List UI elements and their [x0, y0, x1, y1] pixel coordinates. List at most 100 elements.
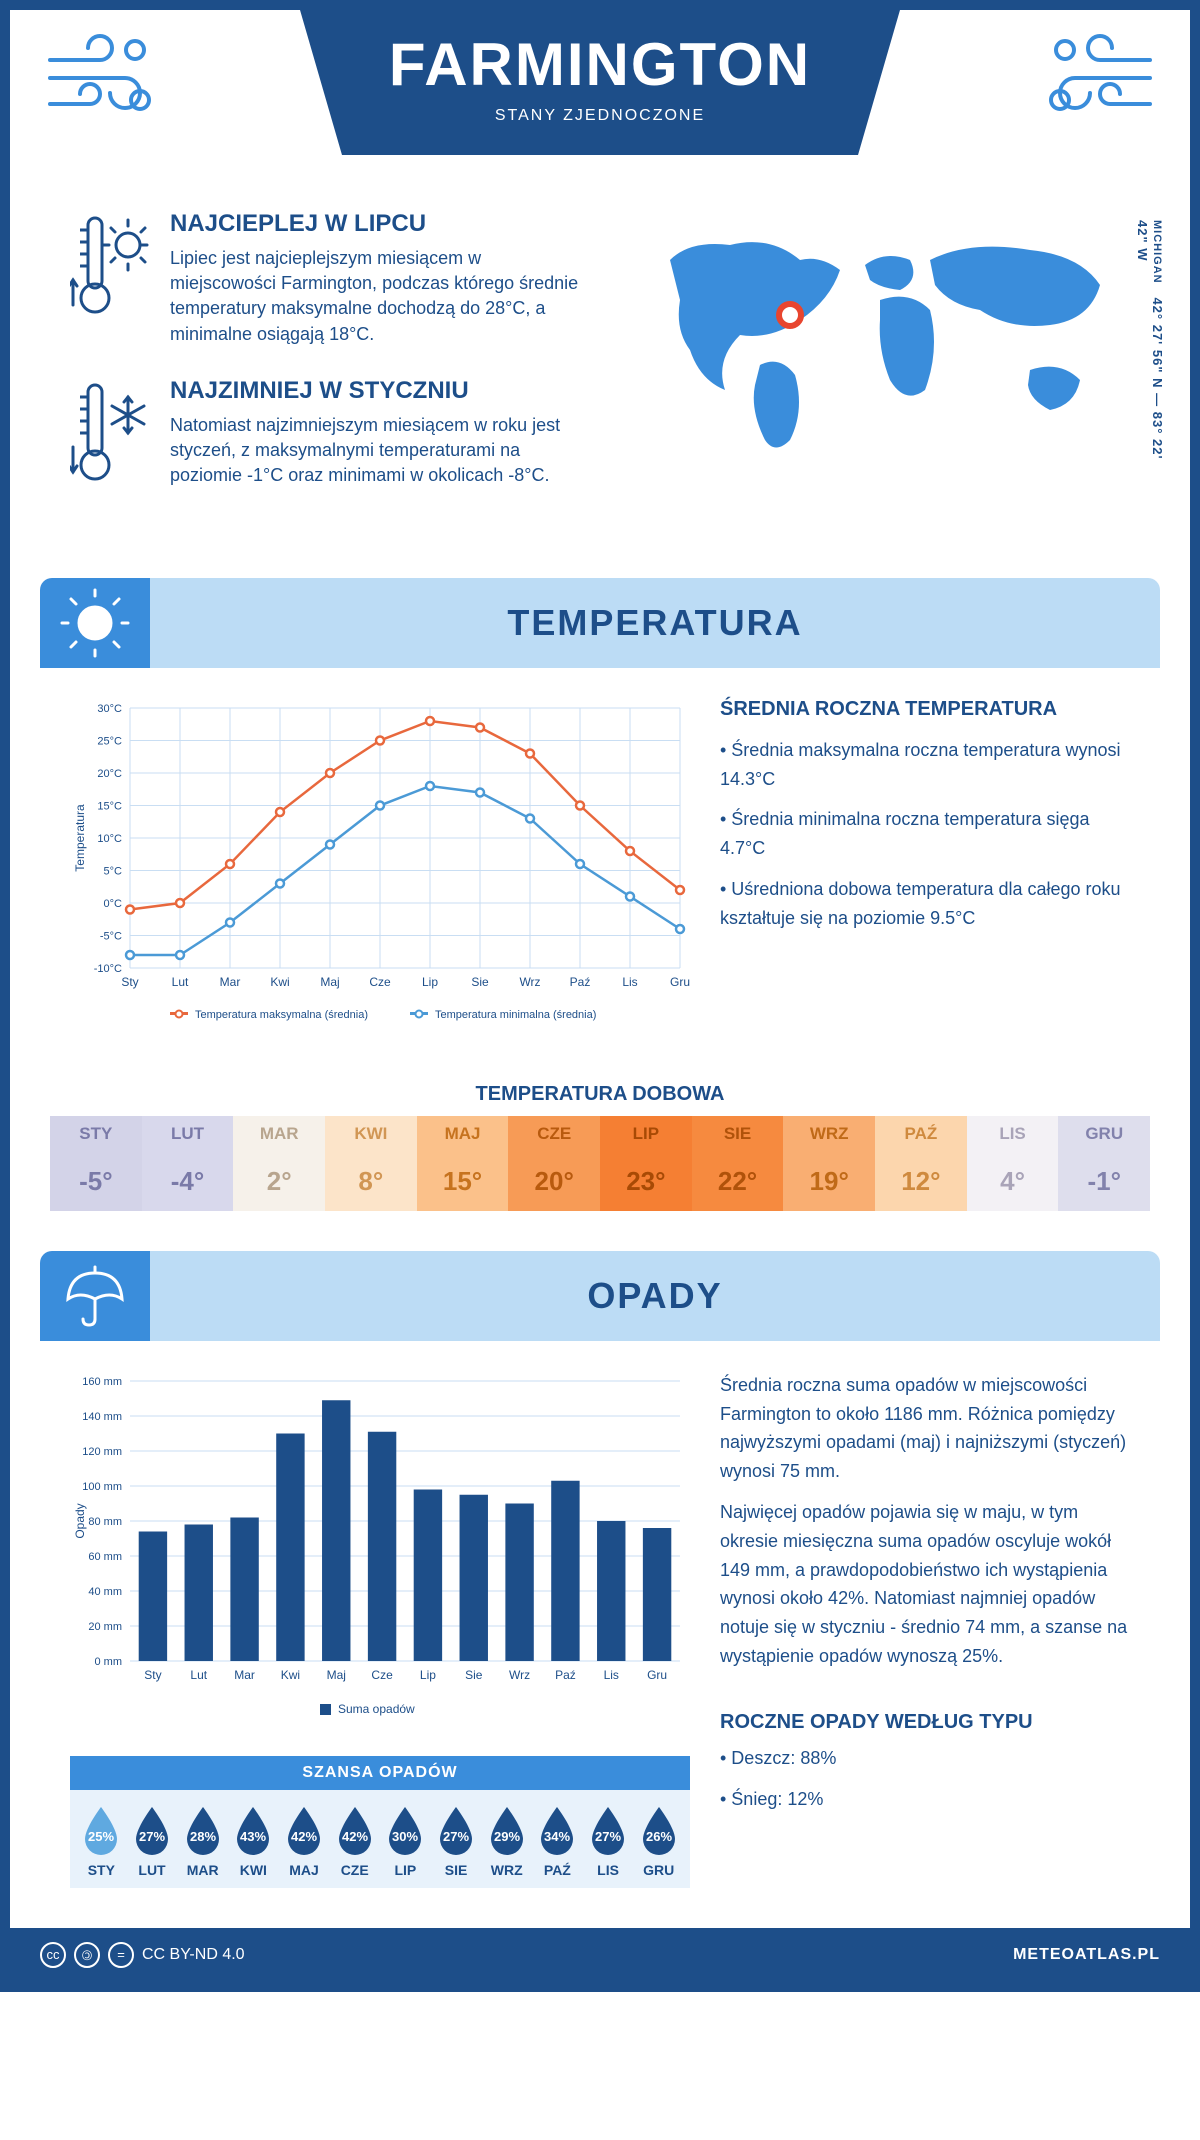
chance-cell: 27%LIS	[583, 1804, 634, 1878]
title-banner: FARMINGTON STANY ZJEDNOCZONE	[300, 10, 900, 155]
daily-cell: LIP23°	[600, 1116, 692, 1211]
precip-snow: • Śnieg: 12%	[720, 1785, 1130, 1814]
svg-text:Opady: Opady	[73, 1503, 87, 1538]
svg-text:Mar: Mar	[220, 975, 241, 989]
temperature-content: -10°C-5°C0°C5°C10°C15°C20°C25°C30°CTempe…	[10, 668, 1190, 1073]
svg-text:Mar: Mar	[234, 1668, 255, 1682]
svg-text:Cze: Cze	[371, 1668, 393, 1682]
license: cc 🄯 = CC BY-ND 4.0	[40, 1942, 245, 1968]
svg-text:80 mm: 80 mm	[88, 1516, 122, 1528]
chance-cell: 29%WRZ	[481, 1804, 532, 1878]
precip-rain: • Deszcz: 88%	[720, 1744, 1130, 1773]
precipitation-bar-chart: 0 mm20 mm40 mm60 mm80 mm100 mm120 mm140 …	[70, 1371, 690, 1731]
svg-text:Paź: Paź	[570, 975, 591, 989]
sun-icon	[40, 578, 150, 668]
svg-text:-10°C: -10°C	[94, 963, 122, 975]
thermometer-snow-icon	[70, 377, 150, 498]
svg-text:Wrz: Wrz	[509, 1668, 530, 1682]
svg-text:27%: 27%	[139, 1829, 165, 1844]
header: FARMINGTON STANY ZJEDNOCZONE	[10, 10, 1190, 190]
svg-text:26%: 26%	[646, 1829, 672, 1844]
warmest-title: NAJCIEPLEJ W LIPCU	[170, 210, 590, 238]
svg-text:Kwi: Kwi	[281, 1668, 300, 1682]
svg-text:10°C: 10°C	[97, 833, 122, 845]
chance-cell: 28%MAR	[177, 1804, 228, 1878]
svg-text:Sie: Sie	[465, 1668, 483, 1682]
nd-icon: =	[108, 1942, 134, 1968]
precip-type-title: ROCZNE OPADY WEDŁUG TYPU	[720, 1711, 1130, 1734]
svg-text:Paź: Paź	[555, 1668, 576, 1682]
chance-row: 25%STY27%LUT28%MAR43%KWI42%MAJ42%CZE30%L…	[70, 1790, 690, 1888]
city-title: FARMINGTON	[300, 30, 900, 99]
svg-text:28%: 28%	[190, 1829, 216, 1844]
svg-text:Wrz: Wrz	[519, 975, 540, 989]
world-map: MICHIGAN 42° 27' 56" N — 83° 22' 42" W	[630, 210, 1130, 470]
temperature-title: TEMPERATURA	[507, 602, 802, 644]
svg-text:0°C: 0°C	[104, 898, 123, 910]
svg-text:20°C: 20°C	[97, 768, 122, 780]
daily-cell: CZE20°	[508, 1116, 600, 1211]
svg-text:Temperatura minimalna (średnia: Temperatura minimalna (średnia)	[435, 1009, 596, 1021]
svg-text:Temperatura maksymalna (średni: Temperatura maksymalna (średnia)	[195, 1009, 368, 1021]
svg-text:Lis: Lis	[604, 1668, 619, 1682]
chance-cell: 26%GRU	[633, 1804, 684, 1878]
svg-text:Temperatura: Temperatura	[73, 804, 87, 872]
wind-icon	[1045, 30, 1155, 136]
daily-cell: GRU-1°	[1058, 1116, 1150, 1211]
svg-text:120 mm: 120 mm	[82, 1446, 122, 1458]
svg-text:160 mm: 160 mm	[82, 1376, 122, 1388]
svg-text:25%: 25%	[88, 1829, 114, 1844]
daily-cell: STY-5°	[50, 1116, 142, 1211]
daily-cell: LIS4°	[967, 1116, 1059, 1211]
svg-text:Suma opadów: Suma opadów	[338, 1702, 415, 1716]
daily-cell: MAJ15°	[417, 1116, 509, 1211]
svg-text:40 mm: 40 mm	[88, 1586, 122, 1598]
svg-text:Lut: Lut	[190, 1668, 207, 1682]
daily-cell: LUT-4°	[142, 1116, 234, 1211]
chance-cell: 42%MAJ	[279, 1804, 330, 1878]
coldest-block: NAJZIMNIEJ W STYCZNIU Natomiast najzimni…	[70, 377, 590, 498]
svg-text:Cze: Cze	[369, 975, 391, 989]
svg-text:25°C: 25°C	[97, 735, 122, 747]
daily-cell: KWI8°	[325, 1116, 417, 1211]
daily-cell: MAR2°	[233, 1116, 325, 1211]
svg-text:Sty: Sty	[144, 1668, 161, 1682]
daily-temp-title: TEMPERATURA DOBOWA	[10, 1083, 1190, 1106]
svg-text:140 mm: 140 mm	[82, 1411, 122, 1423]
chance-cell: 27%SIE	[431, 1804, 482, 1878]
svg-text:27%: 27%	[595, 1829, 621, 1844]
svg-text:Gru: Gru	[670, 975, 690, 989]
chance-cell: 25%STY	[76, 1804, 127, 1878]
svg-text:Kwi: Kwi	[270, 975, 289, 989]
coldest-text: Natomiast najzimniejszym miesiącem w rok…	[170, 413, 590, 489]
svg-text:27%: 27%	[443, 1829, 469, 1844]
footer: cc 🄯 = CC BY-ND 4.0 METEOATLAS.PL	[10, 1928, 1190, 1982]
by-icon: 🄯	[74, 1942, 100, 1968]
daily-cell: SIE22°	[692, 1116, 784, 1211]
svg-text:20 mm: 20 mm	[88, 1621, 122, 1633]
page: FARMINGTON STANY ZJEDNOCZONE NAJCIEPLEJ …	[0, 0, 1200, 1992]
coldest-title: NAJZIMNIEJ W STYCZNIU	[170, 377, 590, 405]
chance-title: SZANSA OPADÓW	[70, 1756, 690, 1790]
svg-text:Lis: Lis	[622, 975, 637, 989]
thermometer-sun-icon	[70, 210, 150, 347]
svg-text:-5°C: -5°C	[100, 930, 122, 942]
annual-temp-bullets: • Średnia maksymalna roczna temperatura …	[720, 736, 1130, 933]
svg-text:100 mm: 100 mm	[82, 1481, 122, 1493]
precipitation-section-header: OPADY	[40, 1251, 1160, 1341]
precip-summary-1: Średnia roczna suma opadów w miejscowośc…	[720, 1371, 1130, 1486]
svg-text:Lip: Lip	[420, 1668, 436, 1682]
chance-cell: 27%LUT	[127, 1804, 178, 1878]
precipitation-content: 0 mm20 mm40 mm60 mm80 mm100 mm120 mm140 …	[10, 1341, 1190, 1898]
svg-text:Maj: Maj	[327, 1668, 346, 1682]
daily-cell: PAŹ12°	[875, 1116, 967, 1211]
chance-cell: 42%CZE	[329, 1804, 380, 1878]
svg-text:60 mm: 60 mm	[88, 1551, 122, 1563]
chance-cell: 30%LIP	[380, 1804, 431, 1878]
temperature-line-chart: -10°C-5°C0°C5°C10°C15°C20°C25°C30°CTempe…	[70, 698, 690, 1038]
coordinates: MICHIGAN 42° 27' 56" N — 83° 22' 42" W	[1135, 220, 1165, 470]
umbrella-icon	[40, 1251, 150, 1341]
svg-text:Sie: Sie	[471, 975, 489, 989]
svg-text:42%: 42%	[291, 1829, 317, 1844]
svg-text:Lip: Lip	[422, 975, 438, 989]
